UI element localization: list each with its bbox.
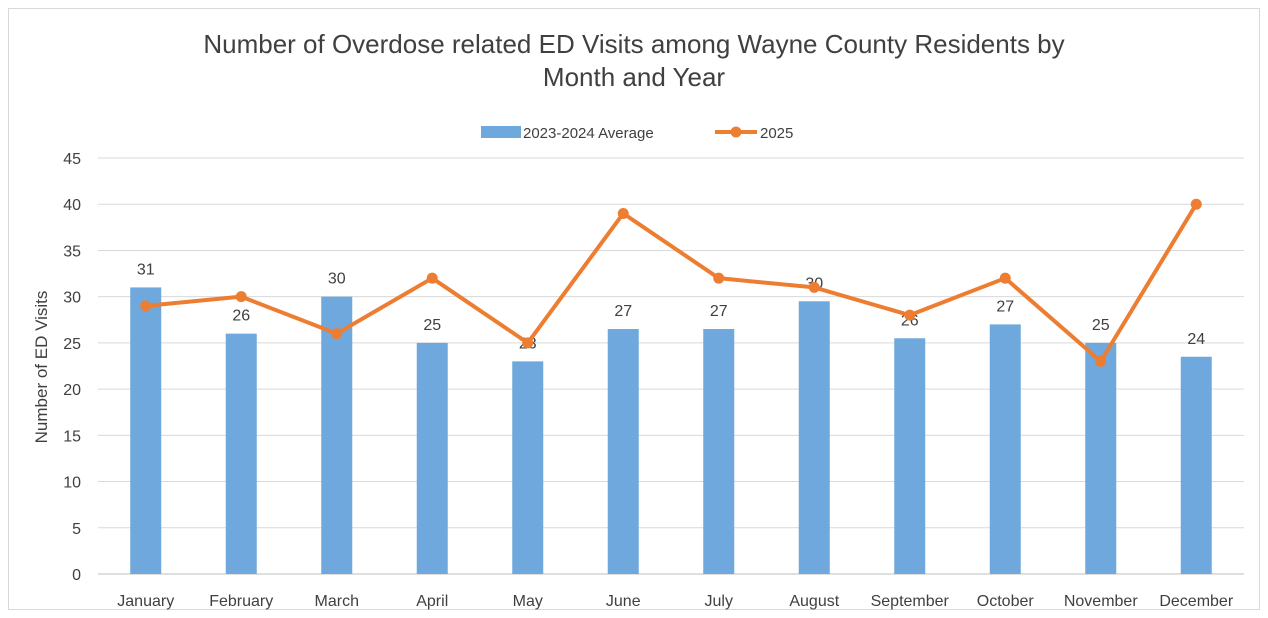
- line-point: [1095, 355, 1107, 367]
- line-point: [331, 328, 343, 340]
- line-point: [140, 300, 152, 312]
- x-tick-label: March: [315, 593, 359, 610]
- bar-data-label: 25: [1092, 317, 1110, 334]
- y-tick-label: 25: [63, 336, 81, 353]
- bar: [321, 296, 353, 574]
- legend-label-bar: 2023-2024 Average: [523, 125, 654, 142]
- line-path: [145, 203, 1198, 364]
- bar-data-label: 31: [137, 261, 155, 278]
- line-point: [1190, 198, 1202, 210]
- legend-label-line: 2025: [760, 125, 793, 142]
- x-tick-label: February: [209, 593, 273, 610]
- bar-data-label: 27: [614, 303, 632, 320]
- line-point: [904, 309, 916, 321]
- line-series: [140, 198, 1202, 367]
- bar: [607, 329, 639, 574]
- bar-data-label: 30: [328, 271, 346, 288]
- y-tick-label: 45: [63, 151, 81, 168]
- line-point: [426, 272, 438, 284]
- x-tick-label: June: [606, 593, 641, 610]
- bar: [1085, 342, 1117, 574]
- gridlines: [98, 157, 1244, 575]
- x-tick-label: July: [705, 593, 733, 610]
- bar: [703, 329, 735, 574]
- bar: [512, 361, 544, 574]
- bar: [130, 287, 162, 574]
- bar: [894, 338, 926, 574]
- x-tick-label: May: [513, 593, 543, 610]
- bar-data-label: 24: [1187, 331, 1205, 348]
- line-point: [713, 272, 725, 284]
- x-axis-ticks: January February March April May June July Augu…: [117, 593, 1234, 610]
- line-point: [522, 337, 534, 349]
- bar-data-label: 27: [710, 303, 728, 320]
- x-tick-label: January: [117, 593, 174, 610]
- bar: [225, 333, 257, 574]
- y-tick-label: 40: [63, 197, 81, 214]
- y-tick-label: 5: [72, 521, 81, 538]
- chart-title-line-2: Month and Year: [542, 62, 726, 92]
- y-tick-label: 20: [63, 382, 81, 399]
- x-tick-label: November: [1064, 593, 1138, 610]
- bar: [416, 342, 448, 574]
- line-point: [999, 272, 1011, 284]
- bar-data-label: 25: [423, 317, 441, 334]
- y-axis-title: Number of ED Visits: [32, 291, 51, 444]
- line-point: [235, 291, 247, 303]
- line-point: [617, 207, 629, 219]
- x-tick-label: April: [416, 593, 448, 610]
- chart-title: Number of Overdose related ED Visits amo…: [0, 28, 1268, 94]
- bar-data-label: 27: [996, 298, 1014, 315]
- line-point: [808, 281, 820, 293]
- bar-data-labels: 312630252327273026272524: [137, 261, 1205, 352]
- bar: [989, 324, 1021, 574]
- bar: [798, 301, 830, 574]
- y-tick-label: 35: [63, 243, 81, 260]
- y-tick-label: 0: [72, 567, 81, 584]
- legend-swatch-marker: [730, 126, 742, 138]
- x-tick-label: August: [789, 593, 839, 610]
- x-tick-label: December: [1159, 593, 1233, 610]
- bar: [1180, 356, 1212, 574]
- legend: 2023-2024 Average 2025: [481, 125, 793, 142]
- y-tick-label: 30: [63, 290, 81, 307]
- bar-data-label: 26: [232, 308, 250, 325]
- y-tick-label: 10: [63, 475, 81, 492]
- x-tick-label: October: [977, 593, 1035, 610]
- legend-swatch-bar: [481, 126, 521, 138]
- y-tick-label: 15: [63, 428, 81, 445]
- bar-series: [130, 287, 1212, 574]
- chart-title-line-1: Number of Overdose related ED Visits amo…: [203, 29, 1065, 59]
- y-axis-ticks: 0 5 10 15 20 25 30 35 40 45: [63, 151, 81, 584]
- x-tick-label: September: [871, 593, 950, 610]
